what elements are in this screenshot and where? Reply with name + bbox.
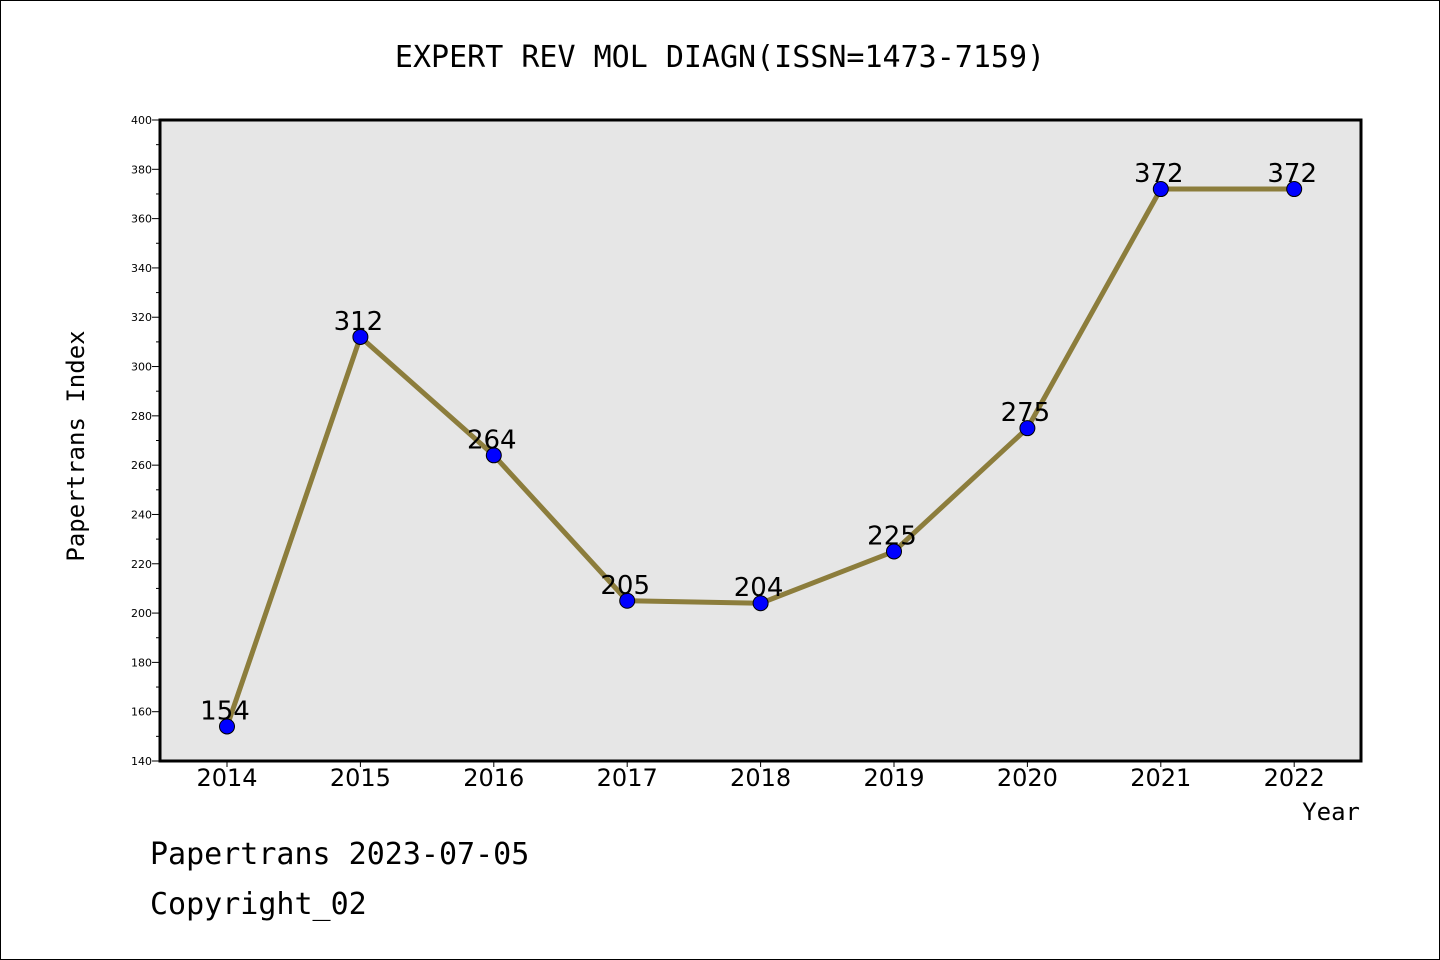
- data-point: [1019, 420, 1036, 437]
- data-point: [886, 543, 902, 560]
- x-tick-label: 2020: [997, 764, 1058, 792]
- data-label: 372: [1267, 159, 1317, 189]
- y-tick-label: 320: [131, 311, 152, 324]
- y-tick-label: 220: [131, 558, 152, 571]
- data-label: 225: [867, 521, 917, 551]
- data-point: [752, 595, 769, 612]
- y-tick-label: 380: [131, 163, 152, 176]
- x-tick-label: 2014: [196, 764, 257, 792]
- y-tick-label: 360: [131, 213, 152, 226]
- data-label: 264: [467, 425, 517, 455]
- y-tick-label: 300: [131, 361, 152, 374]
- footer-date: Papertrans 2023-07-05: [150, 837, 529, 872]
- y-axis-ticks: 140 160 180 200 220 240 260 280 300 320 340 360 380 4…: [131, 114, 160, 768]
- data-point: [619, 592, 636, 609]
- y-tick-label: 260: [131, 459, 152, 472]
- plot-area: [158, 118, 1363, 763]
- data-label: 372: [1134, 159, 1184, 189]
- y-tick-label: 180: [131, 656, 152, 669]
- footer-copyright: Copyright_02: [150, 887, 367, 922]
- y-tick-label: 240: [131, 508, 152, 521]
- y-tick-label: 200: [131, 607, 152, 620]
- x-tick-label: 2016: [463, 764, 524, 792]
- y-axis-label: Papertrans Index: [62, 330, 90, 561]
- y-tick-label: 400: [131, 114, 152, 127]
- y-tick-label: 140: [131, 755, 152, 768]
- data-point: [352, 328, 369, 345]
- data-label: 312: [334, 307, 384, 337]
- x-tick-label: 2022: [1264, 764, 1325, 792]
- x-axis-label: Year: [1302, 798, 1360, 826]
- y-tick-label: 340: [131, 262, 152, 275]
- x-tick-label: 2021: [1130, 764, 1191, 792]
- data-point: [1152, 181, 1169, 198]
- data-label: 204: [734, 573, 784, 603]
- x-tick-label: 2017: [597, 764, 658, 792]
- x-tick-label: 2019: [863, 764, 924, 792]
- y-tick-label: 280: [131, 410, 152, 423]
- data-label: 205: [600, 571, 650, 601]
- chart-title: EXPERT REV MOL DIAGN(ISSN=1473-7159): [395, 40, 1045, 75]
- series-group: 154 312 264 205 204 225 275 372 372: [200, 159, 1317, 735]
- x-tick-label: 2015: [330, 764, 391, 792]
- data-point: [219, 718, 235, 735]
- x-axis-ticks: 2014 2015 2016 2017 2018 2019 2020 2021 2022: [196, 761, 1325, 792]
- x-tick-label: 2018: [730, 764, 791, 792]
- data-point: [1286, 181, 1303, 198]
- data-point: [485, 447, 502, 464]
- y-tick-label: 160: [131, 706, 152, 719]
- data-label: 154: [200, 696, 250, 726]
- data-label: 275: [1001, 398, 1051, 428]
